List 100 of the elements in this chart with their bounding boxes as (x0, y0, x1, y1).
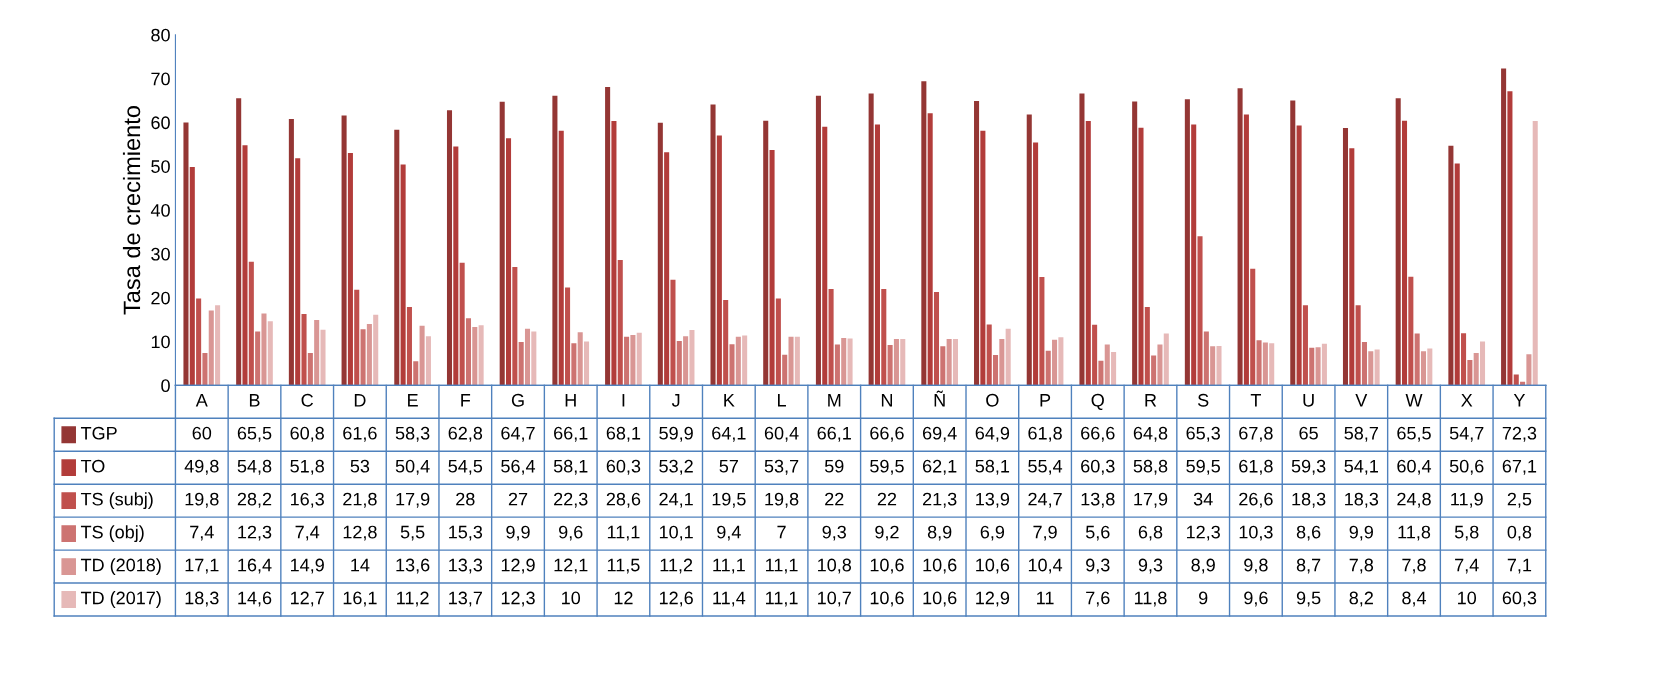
data-label: 10,6 (923, 591, 957, 607)
data-label: 58,7 (1344, 426, 1378, 442)
y-tick-label: 70 (151, 72, 170, 86)
data-label: 11,4 (713, 591, 746, 607)
data-label: 65,5 (237, 426, 272, 442)
data-label: 58,1 (975, 459, 1010, 475)
data-label: 58,8 (1133, 459, 1168, 475)
data-label: 7 (777, 525, 786, 539)
x-tick-label: J (671, 394, 680, 407)
data-label: 59,9 (659, 426, 693, 442)
data-label: 9 (1199, 591, 1208, 605)
x-tick-label: Q (1091, 393, 1104, 410)
data-label: 6,8 (1138, 525, 1163, 541)
data-label: 12,1 (554, 558, 588, 574)
data-label: 5,5 (400, 525, 425, 541)
data-label: 28 (456, 492, 475, 506)
data-label: 5,8 (1454, 525, 1479, 541)
data-label: 51,8 (290, 459, 324, 475)
data-label: 13,6 (396, 558, 430, 574)
legend-label: TGP (80, 426, 117, 440)
data-label: 15,3 (449, 525, 483, 541)
data-label: 7,8 (1349, 558, 1374, 574)
data-label: 16,4 (238, 558, 272, 574)
data-label: 57 (719, 459, 738, 473)
data-label: 8,7 (1296, 558, 1321, 574)
data-label: 11,1 (607, 525, 640, 541)
x-tick-label: P (1040, 394, 1051, 407)
data-label: 10,6 (923, 558, 957, 574)
data-label: 69,4 (923, 426, 957, 442)
data-label: 26,6 (1239, 492, 1273, 508)
x-tick-label: A (195, 394, 208, 407)
data-label: 14 (351, 558, 370, 572)
data-label: 28,2 (237, 492, 272, 508)
data-label: 12 (614, 591, 633, 605)
data-label: 65,3 (1186, 426, 1220, 442)
data-label: 9,6 (1244, 591, 1268, 607)
data-label: 66,1 (554, 426, 588, 442)
data-label: 60,8 (290, 426, 324, 442)
x-tick-label: L (778, 394, 786, 407)
data-label: 62,8 (448, 426, 483, 442)
data-label: 7,1 (1507, 558, 1532, 574)
data-label: 7,4 (1455, 558, 1479, 574)
x-tick-label: U (1303, 394, 1314, 407)
data-label: 18,3 (1345, 492, 1379, 508)
data-label: 12,9 (976, 591, 1010, 607)
data-label: 54,5 (448, 459, 483, 475)
data-label: 9,9 (1349, 525, 1373, 541)
data-label: 14,6 (238, 591, 272, 607)
data-label: 68,1 (606, 426, 641, 442)
data-label: 66,6 (1081, 426, 1115, 442)
data-label: 12,9 (501, 558, 535, 574)
y-tick-label: 40 (150, 203, 170, 217)
x-tick-label: E (408, 394, 418, 407)
data-label: 60,4 (1397, 459, 1432, 475)
x-tick-label: Y (1513, 394, 1526, 407)
y-tick-label: 60 (151, 116, 170, 130)
data-label: 11,5 (607, 558, 640, 574)
data-label: 12,6 (659, 591, 693, 607)
data-label: 0,8 (1507, 525, 1532, 541)
x-tick-label: I (622, 394, 625, 407)
data-label: 19,5 (712, 492, 746, 508)
data-label: 54,8 (237, 459, 272, 475)
data-label: 24,7 (1028, 492, 1062, 508)
x-tick-label: T (1250, 394, 1261, 407)
data-label: 61,6 (343, 426, 377, 442)
data-label: 11 (1037, 591, 1054, 605)
data-label: 12,8 (343, 525, 377, 541)
data-label: 11,9 (1451, 492, 1483, 508)
data-label: 10 (1458, 591, 1477, 605)
data-label: 11,1 (713, 558, 745, 574)
data-label: 2,5 (1507, 492, 1532, 508)
data-label: 11,2 (660, 558, 693, 574)
x-tick-label: S (1197, 393, 1209, 407)
data-label: 60,3 (1081, 459, 1115, 475)
y-tick-label: 80 (151, 28, 170, 42)
legend-label: TO (80, 459, 105, 473)
data-label: 21,8 (343, 492, 377, 508)
x-tick-label: Ñ (934, 390, 945, 407)
data-label: 8,9 (1191, 558, 1215, 574)
data-label: 16,3 (291, 492, 324, 508)
x-tick-label: O (986, 393, 999, 407)
data-label: 50,6 (1449, 459, 1484, 475)
data-label: 10,3 (1239, 525, 1273, 541)
data-label: 58,3 (395, 426, 430, 442)
data-label: 9,3 (1086, 558, 1110, 574)
x-tick-label: W (1405, 394, 1423, 407)
data-label: 24,8 (1397, 492, 1431, 508)
data-label: 9,2 (875, 525, 899, 541)
data-label: 13,7 (449, 591, 482, 607)
data-label: 9,8 (1244, 558, 1268, 574)
y-axis-title: Tasa de crecimiento (122, 106, 141, 315)
x-tick-label: G (511, 393, 524, 407)
data-label: 10,7 (818, 591, 851, 607)
data-label: 64,1 (712, 426, 746, 442)
data-label: 59,5 (870, 459, 904, 475)
data-label: 27 (508, 492, 528, 506)
data-label: 56,4 (501, 459, 536, 475)
data-label: 6,9 (980, 525, 1005, 541)
data-label: 11,2 (397, 591, 429, 607)
data-label: 19,8 (765, 492, 799, 508)
